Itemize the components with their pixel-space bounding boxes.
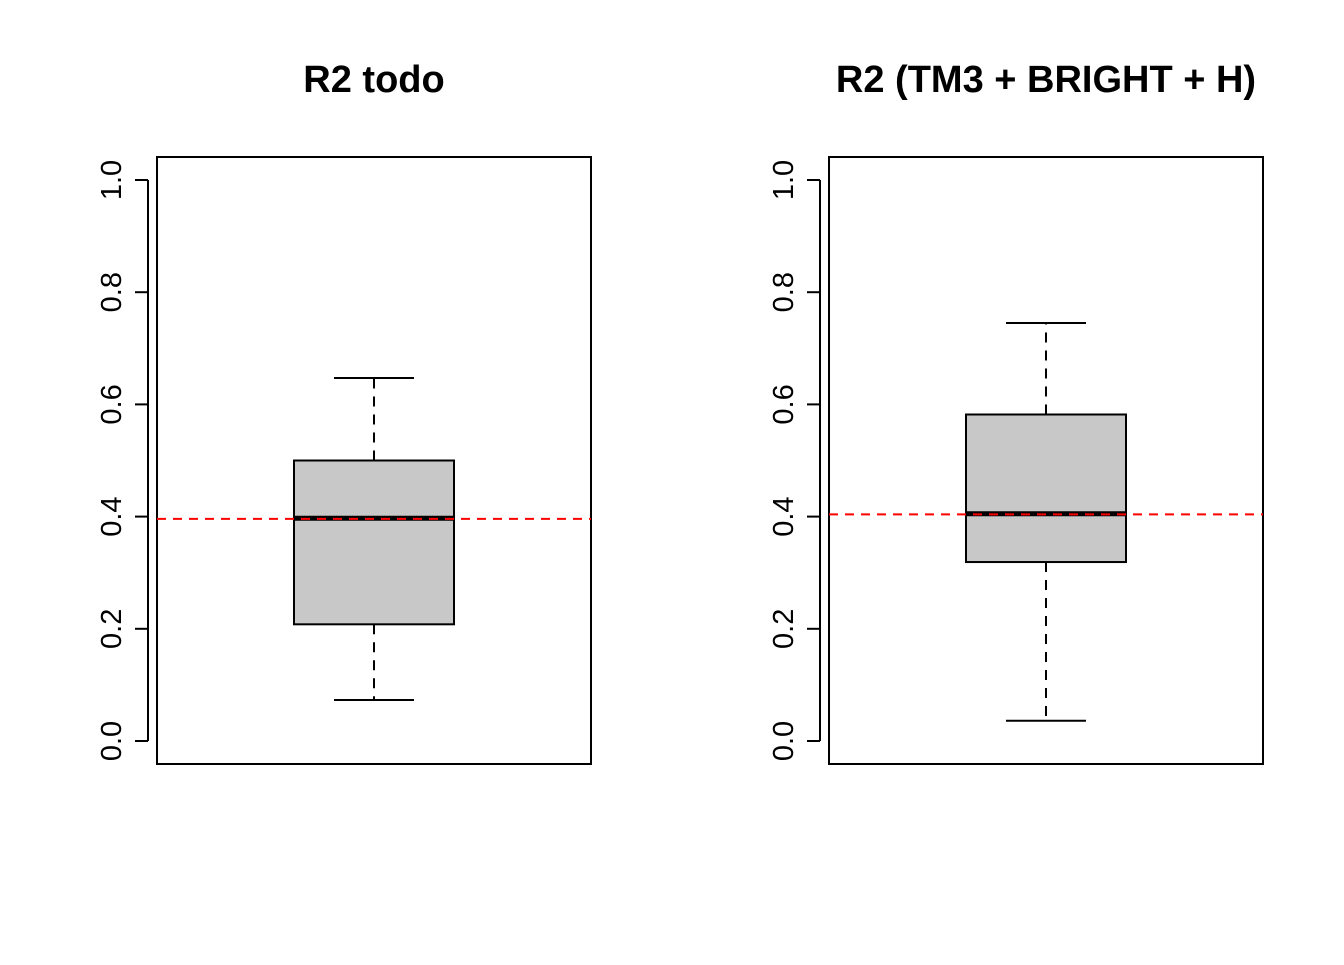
panel-title: R2 (TM3 + BRIGHT + H): [836, 59, 1256, 101]
y-tick-label: 1.0: [768, 160, 800, 200]
y-tick-label: 0.4: [768, 496, 800, 536]
panel-2: R2 (TM3 + BRIGHT + H) 0.0 0.2 0.4 0.6 0.8 1.0: [768, 59, 1264, 765]
plot-frame: [156, 156, 592, 765]
y-tick-label: 0.0: [96, 721, 128, 761]
panel-1: R2 todo 0.0 0.2 0.4 0.6 0.8 1.0: [96, 59, 592, 765]
iqr-box: [965, 413, 1127, 564]
plot-frame: [828, 156, 1264, 765]
y-tick-label: 1.0: [96, 160, 128, 200]
y-tick-label: 0.6: [768, 384, 800, 424]
y-tick-label: 0.2: [768, 609, 800, 649]
y-tick-label: 0.8: [96, 272, 128, 312]
iqr-box: [293, 459, 455, 626]
y-tick-label: 0.0: [768, 721, 800, 761]
panel-title: R2 todo: [303, 59, 444, 101]
y-tick-label: 0.2: [96, 609, 128, 649]
y-tick-label: 0.4: [96, 496, 128, 536]
y-tick-label: 0.6: [96, 384, 128, 424]
y-tick-label: 0.8: [768, 272, 800, 312]
